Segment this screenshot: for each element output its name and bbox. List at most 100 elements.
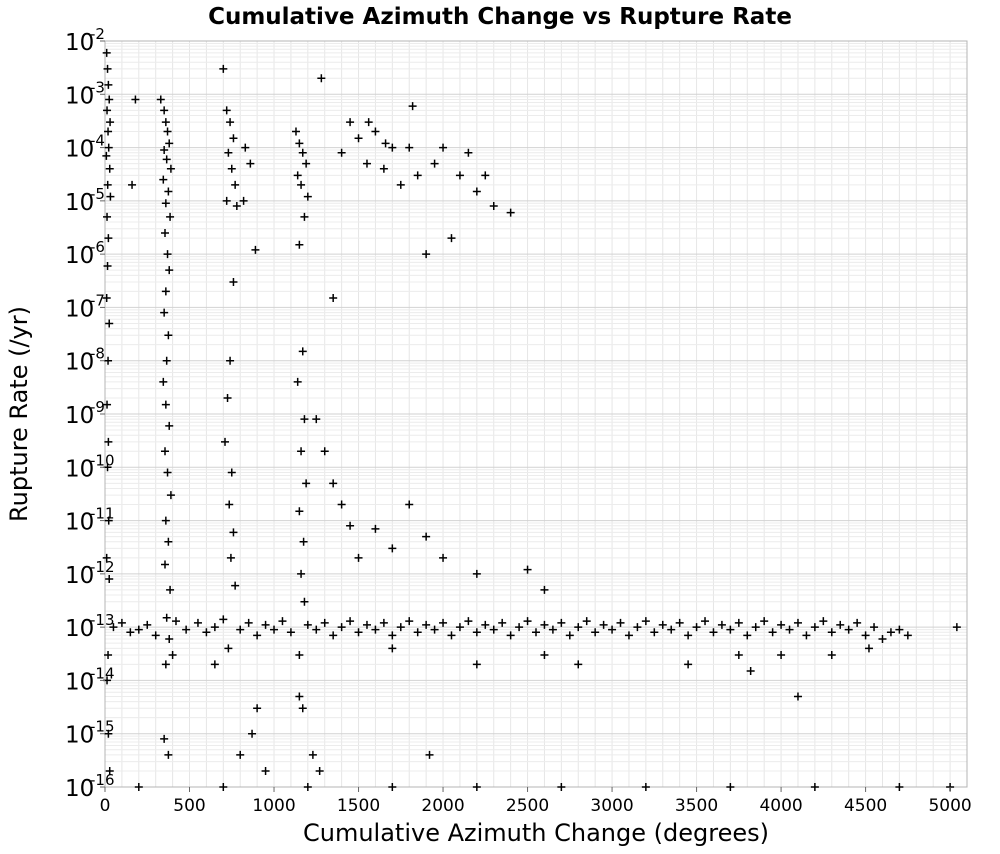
data-point [131, 95, 140, 104]
data-point [160, 146, 169, 155]
data-point [408, 102, 417, 111]
data-point [251, 245, 260, 254]
data-point [222, 106, 231, 115]
data-point [886, 628, 895, 637]
data-point [810, 623, 819, 632]
data-point [239, 196, 248, 205]
data-point [430, 159, 439, 168]
x-tick-label: 2000 [421, 796, 464, 816]
y-tick-label: 10 [65, 296, 94, 322]
data-point [734, 651, 743, 660]
x-tick-label: 500 [173, 796, 205, 816]
x-tick-label: 1000 [252, 796, 295, 816]
chart-title: Cumulative Azimuth Change vs Rupture Rat… [208, 4, 792, 30]
data-point [224, 148, 233, 157]
data-point [734, 618, 743, 627]
data-point [405, 617, 414, 626]
data-point [364, 118, 373, 127]
data-point [103, 212, 112, 221]
data-point [286, 628, 295, 637]
data-point [684, 631, 693, 640]
data-point [299, 537, 308, 546]
data-point [362, 159, 371, 168]
y-tick-label: 10 [65, 243, 94, 269]
data-point [464, 617, 473, 626]
data-point [193, 618, 202, 627]
data-point [819, 617, 828, 626]
data-point [413, 171, 422, 180]
data-point [229, 528, 238, 537]
data-point [675, 618, 684, 627]
x-tick-label: 4000 [759, 796, 802, 816]
data-point [248, 729, 257, 738]
data-point [540, 620, 549, 629]
data-point [599, 620, 608, 629]
y-tick-exponent: -5 [90, 185, 105, 203]
data-point [701, 617, 710, 626]
data-point [329, 631, 338, 640]
data-point [853, 618, 862, 627]
data-point [337, 500, 346, 509]
data-point [540, 585, 549, 594]
data-point [864, 644, 873, 653]
data-point [388, 544, 397, 553]
data-point [102, 553, 111, 562]
data-point [295, 692, 304, 701]
x-tick-label: 2500 [506, 796, 549, 816]
data-point [320, 447, 329, 456]
data-point [295, 651, 304, 660]
data-point [616, 618, 625, 627]
data-point [379, 618, 388, 627]
data-point [624, 631, 633, 640]
data-point [106, 192, 115, 201]
data-point [422, 250, 431, 259]
data-point [337, 148, 346, 157]
x-axis-label: Cumulative Azimuth Change (degrees) [303, 819, 769, 847]
data-point [134, 783, 143, 791]
data-point [878, 634, 887, 643]
data-point [692, 623, 701, 632]
data-point [523, 617, 532, 626]
data-point [166, 585, 175, 594]
data-point [557, 783, 566, 791]
data-point [229, 278, 238, 287]
data-point [102, 294, 111, 303]
data-point [381, 139, 390, 148]
data-point [224, 644, 233, 653]
data-point [396, 623, 405, 632]
y-tick-exponent: -4 [90, 132, 105, 150]
y-tick-exponent: -16 [90, 771, 115, 789]
data-point [870, 623, 879, 632]
data-point [379, 164, 388, 173]
data-point [388, 143, 397, 152]
data-point [717, 620, 726, 629]
data-point [308, 750, 317, 759]
data-point [641, 783, 650, 791]
data-point [329, 479, 338, 488]
y-tick-exponent: -12 [90, 558, 115, 576]
data-point [106, 118, 115, 127]
data-point [464, 148, 473, 157]
data-point [164, 750, 173, 759]
data-point [102, 151, 111, 160]
data-point [371, 524, 380, 533]
data-point [210, 660, 219, 669]
x-axis-ticks: 0 500 1000 1500 2000 2500 3000 3500 4000 4500 5000 [100, 787, 972, 816]
y-tick-label: 10 [65, 563, 94, 589]
data-point [109, 623, 118, 632]
y-tick-label: 10 [65, 510, 94, 536]
data-point [684, 660, 693, 669]
data-point [439, 143, 448, 152]
data-point [226, 118, 235, 127]
data-point [768, 628, 777, 637]
data-point [166, 212, 175, 221]
data-point [225, 500, 234, 509]
data-point [760, 617, 769, 626]
x-tick-label: 5000 [928, 796, 971, 816]
data-point [161, 660, 170, 669]
data-point [102, 48, 111, 57]
data-point [163, 468, 172, 477]
data-point [785, 625, 794, 634]
